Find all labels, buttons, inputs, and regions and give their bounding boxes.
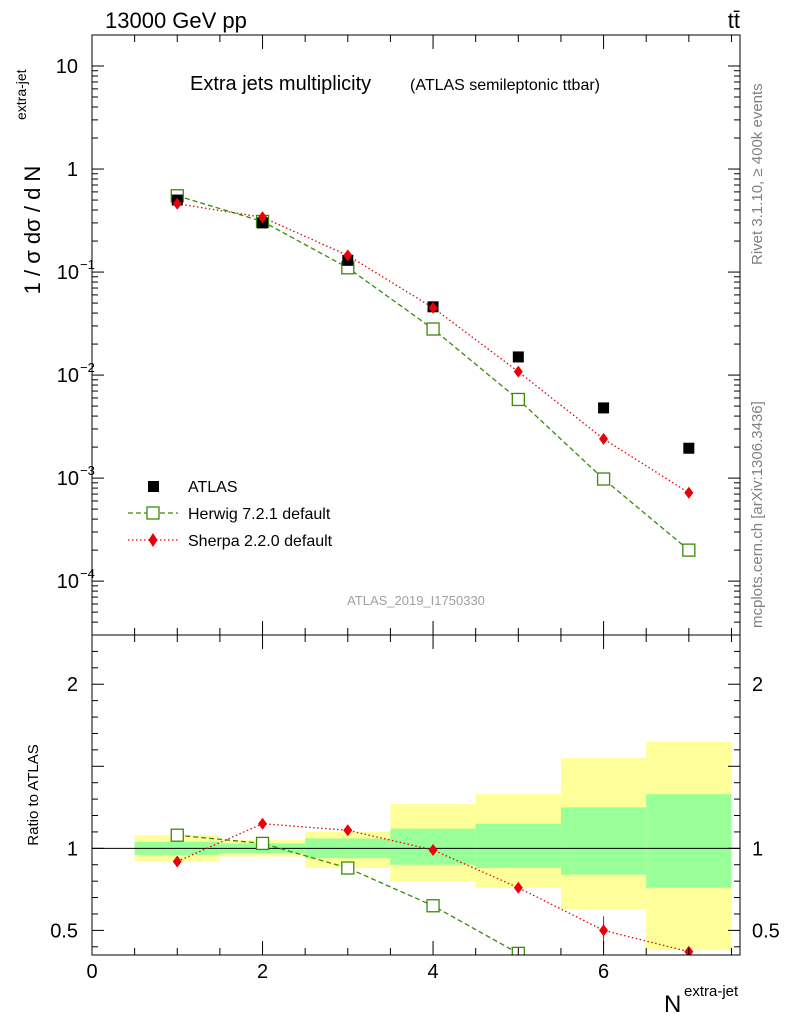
main-plot-layer [170, 189, 696, 557]
main-ytick-exp-3: −2 [80, 360, 95, 375]
sherpa-line [177, 203, 690, 494]
legend-herwig-label: Herwig 7.2.1 default [188, 506, 331, 523]
herwig-point-6 [682, 543, 696, 557]
atlas-point-6 [683, 442, 695, 454]
herwig-line [177, 195, 690, 551]
ratio-bands-layer [92, 741, 740, 951]
ratio-band-inner-6 [646, 794, 732, 888]
main-ytick-exp-2: −1 [80, 257, 95, 272]
herwig-point-3 [426, 322, 440, 336]
atlas-point-4 [512, 351, 524, 363]
ratio-herwig-point-1 [255, 836, 270, 851]
legend-atlas-label: ATLAS [188, 479, 238, 496]
ratio-plot-layer [170, 817, 694, 955]
process-label: tt̄ [728, 8, 740, 33]
main-ytick-label-0: 10 [56, 56, 78, 78]
main-ylabel: 1 / σ dσ / d N [20, 166, 45, 295]
herwig-point-4 [511, 392, 525, 407]
ratio-sherpa-point-4 [513, 881, 523, 894]
ratio-sherpa-point-5 [599, 924, 609, 937]
mcplots-label: mcplots.cern.ch [arXiv:1306.3436] [749, 401, 766, 628]
ratio-herwig-point-3 [426, 899, 440, 913]
rivet-label: Rivet 3.1.10, ≥ 400k events [749, 83, 766, 265]
ratio-band-inner-4 [475, 823, 561, 869]
herwig-point-5 [596, 472, 611, 486]
legend-atlas-marker [148, 481, 159, 492]
ratio-ytick-label-right-2: 2 [752, 674, 763, 696]
ratio-herwig-point-2 [341, 861, 355, 875]
ratio-clipped-group [170, 817, 694, 955]
main-ylabel-group: 1 / σ dσ / d N extra-jet [13, 69, 45, 294]
beam-label: 13000 GeV pp [105, 8, 247, 33]
main-ytick-label-4: 10 [57, 468, 79, 490]
sherpa-point-2 [343, 249, 353, 262]
ratio-panel-frame [91, 634, 741, 956]
main-ytick-label-5: 10 [57, 571, 79, 593]
ratio-sherpa-point-0 [172, 855, 182, 868]
ratio-xtick-label-0: 0 [86, 961, 97, 983]
analysis-watermark: ATLAS_2019_I1750330 [347, 593, 485, 608]
sherpa-point-4 [513, 365, 523, 378]
atlas-point-5 [598, 402, 610, 414]
ratio-sherpa-point-2 [343, 824, 353, 837]
ratio-xtick-label-1: 2 [257, 961, 268, 983]
chart-title: Extra jets multiplicity [190, 73, 371, 95]
legend: ATLAS Herwig 7.2.1 default Sherpa 2.2.0 … [128, 479, 333, 550]
ratio-ytick-label-right-0: 0.5 [752, 920, 780, 942]
ratio-ytick-label-left-2: 2 [67, 674, 78, 696]
main-ytick-label-2: 10 [57, 262, 79, 284]
sherpa-point-1 [258, 211, 268, 224]
ratio-band-inner-5 [560, 807, 647, 875]
main-ytick-label-1: 1 [67, 159, 78, 181]
mcplots-label-group: mcplots.cern.ch [arXiv:1306.3436] [749, 401, 766, 628]
ratio-sherpa-point-3 [428, 843, 438, 856]
legend-sherpa-marker [148, 533, 158, 547]
ratio-xtick-label-3: 6 [598, 961, 609, 983]
sherpa-point-5 [599, 432, 609, 445]
xlabel: N [664, 991, 681, 1018]
ratio-sherpa-point-1 [258, 817, 268, 830]
ratio-ytick-label-left-0: 0.5 [50, 920, 78, 942]
sherpa-point-3 [428, 301, 438, 314]
ratio-ylabel-group: Ratio to ATLAS [25, 744, 42, 845]
ratio-herwig-point-0 [170, 828, 184, 842]
xlabel-sup: extra-jet [684, 983, 739, 1000]
sherpa-point-6 [684, 486, 694, 499]
ratio-ytick-label-left-1: 1 [67, 838, 78, 860]
main-ylabel-sup: extra-jet [13, 69, 29, 120]
chart-subtitle: (ATLAS semileptonic ttbar) [410, 77, 600, 94]
main-ytick-label-3: 10 [57, 365, 79, 387]
main-ytick-exp-5: −4 [80, 566, 95, 581]
main-ytick-exp-4: −3 [80, 463, 95, 478]
sherpa-point-0 [172, 197, 182, 210]
legend-herwig-marker [146, 506, 160, 520]
ratio-ylabel: Ratio to ATLAS [25, 744, 42, 845]
ratio-ytick-label-right-1: 1 [752, 838, 763, 860]
ratio-herwig-line [177, 834, 519, 954]
legend-sherpa-label: Sherpa 2.2.0 default [188, 533, 333, 550]
ratio-xtick-label-2: 4 [427, 961, 438, 983]
rivet-label-group: Rivet 3.1.10, ≥ 400k events [749, 83, 766, 265]
